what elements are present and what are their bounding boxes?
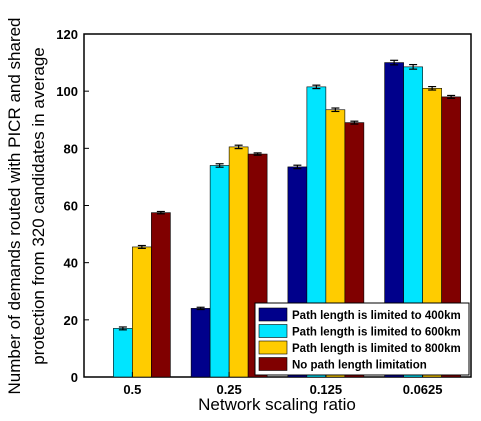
y-axis-title-line-1: Number of demands routed with PICR and s… (5, 17, 24, 394)
error-bar-1-0.125 (293, 164, 302, 170)
bar-2-0.5 (113, 328, 133, 378)
legend-box (254, 302, 470, 376)
y-tick-label: 80 (64, 141, 78, 156)
y-tick-label: 40 (64, 256, 78, 271)
error-bar-4-0.5 (156, 210, 165, 215)
legend-swatch-2 (258, 324, 288, 338)
bar-3-0.5 (132, 246, 152, 378)
error-bar-2-0.0625 (409, 63, 418, 70)
legend: Path length is limited to 400km Path leng… (254, 302, 470, 376)
x-tick-label: 0.125 (310, 382, 343, 397)
bar-4-0.5 (151, 212, 171, 378)
x-tick-label: 0.0625 (403, 382, 443, 397)
x-tick-label: 0.25 (216, 382, 241, 397)
legend-items: Path length is limited to 400km Path leng… (258, 307, 461, 372)
error-bar-4-0.0625 (447, 94, 456, 99)
error-bar-2-0.25 (215, 163, 224, 168)
bar-1-0.25 (190, 308, 211, 378)
error-bar-3-0.5 (137, 244, 146, 249)
legend-label-2: Path length is limited to 600km (292, 327, 461, 339)
error-bar-2-0.5 (118, 326, 127, 331)
axes-layer: 0 20 40 60 80 100 120 0.5 0.25 0.125 0.0625 (56, 27, 442, 397)
legend-label-4: No path length limitation (292, 360, 427, 372)
error-bar-3-0.125 (331, 107, 340, 113)
error-bar-3-0.25 (234, 144, 243, 150)
y-tick-label: 120 (56, 27, 78, 42)
legend-label-1: Path length is limited to 400km (292, 310, 461, 322)
y-axis-title-line-2: protection from 320 candidates in averag… (29, 47, 48, 365)
legend-swatch-1 (258, 307, 288, 322)
x-tick-label: 0.5 (123, 382, 141, 397)
error-bar-3-0.0625 (428, 85, 437, 91)
y-tick-label: 20 (64, 313, 78, 328)
error-bar-2-0.125 (312, 84, 321, 90)
legend-label-3: Path length is limited to 800km (292, 343, 461, 355)
bar-3-0.25 (228, 146, 249, 378)
legend-swatch-4 (258, 357, 288, 371)
x-axis-title: Network scaling ratio (198, 395, 356, 414)
error-bar-4-0.25 (253, 152, 262, 156)
y-tick-label: 100 (56, 84, 78, 99)
error-bar-1-0.0625 (390, 59, 399, 66)
y-tick-label: 60 (64, 199, 78, 214)
error-bar-4-0.125 (350, 120, 359, 125)
error-bar-1-0.25 (196, 306, 205, 311)
legend-swatch-3 (258, 340, 288, 355)
y-tick-label: 0 (71, 370, 78, 385)
bar-2-0.25 (209, 165, 230, 378)
